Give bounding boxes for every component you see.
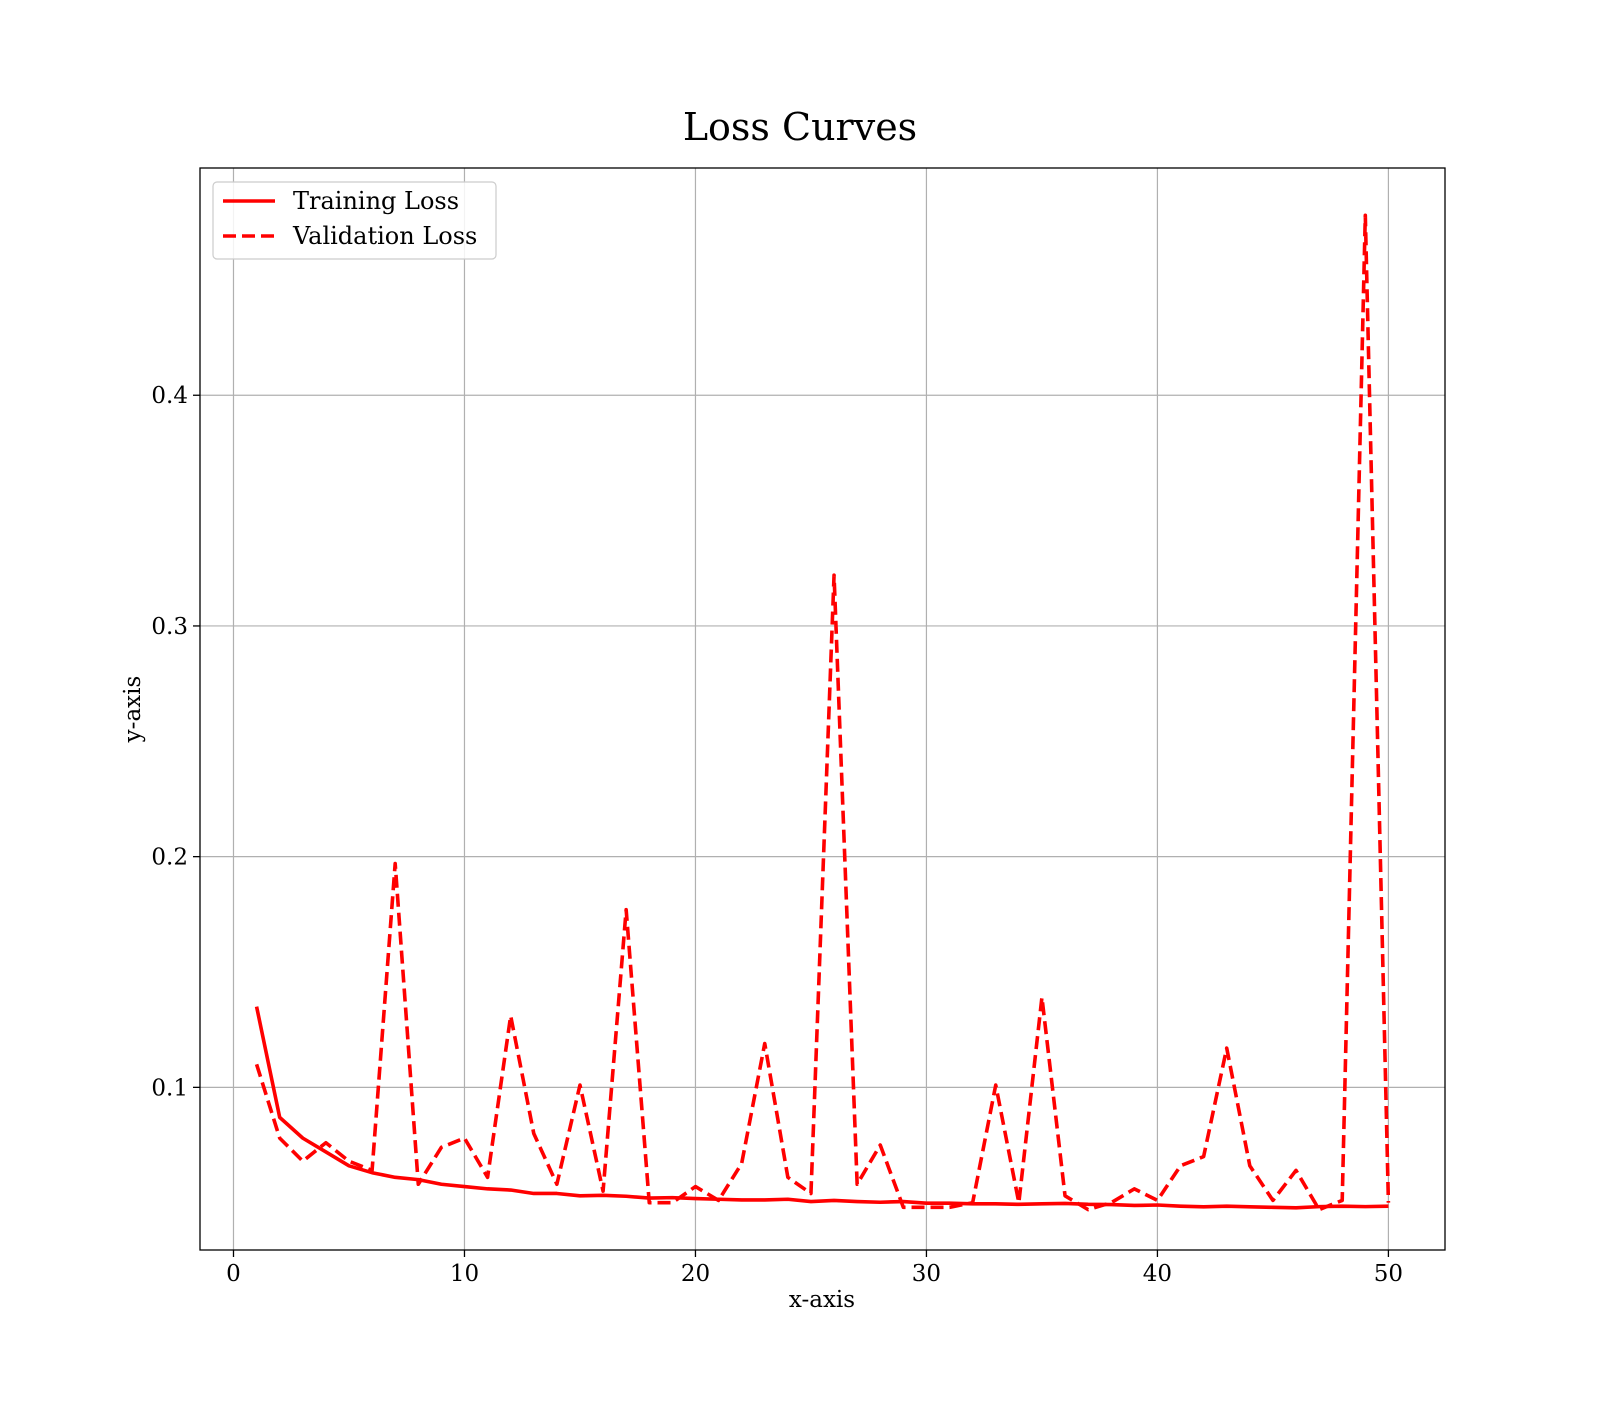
grid-lines xyxy=(200,168,1445,1250)
x-tick-label: 30 xyxy=(912,1261,941,1287)
x-axis-label: x-axis xyxy=(789,1287,855,1313)
y-tick-label: 0.1 xyxy=(151,1075,188,1101)
chart-title: Loss Curves xyxy=(683,105,917,149)
legend-training-label: Training Loss xyxy=(293,187,459,215)
legend-validation-label: Validation Loss xyxy=(292,222,477,250)
axis-ticks: 0 10 20 30 40 50 0.1 0.2 0.3 0.4 xyxy=(151,383,1403,1287)
validation-loss-line xyxy=(254,213,1391,1212)
y-tick-label: 0.4 xyxy=(151,383,188,409)
legend-box xyxy=(212,181,497,260)
x-tick-label: 10 xyxy=(450,1261,479,1287)
y-tick-label: 0.3 xyxy=(151,614,188,640)
x-tick-label: 40 xyxy=(1143,1261,1172,1287)
series-lines xyxy=(254,213,1391,1212)
x-tick-label: 50 xyxy=(1374,1261,1403,1287)
y-tick-label: 0.2 xyxy=(151,845,188,871)
training-loss-line xyxy=(254,1006,1389,1210)
x-tick-label: 0 xyxy=(226,1261,241,1287)
plot-frame xyxy=(199,167,1446,1251)
y-axis-label: y-axis xyxy=(120,676,146,744)
legend: Training Loss Validation Loss xyxy=(212,181,497,260)
x-tick-label: 20 xyxy=(681,1261,710,1287)
